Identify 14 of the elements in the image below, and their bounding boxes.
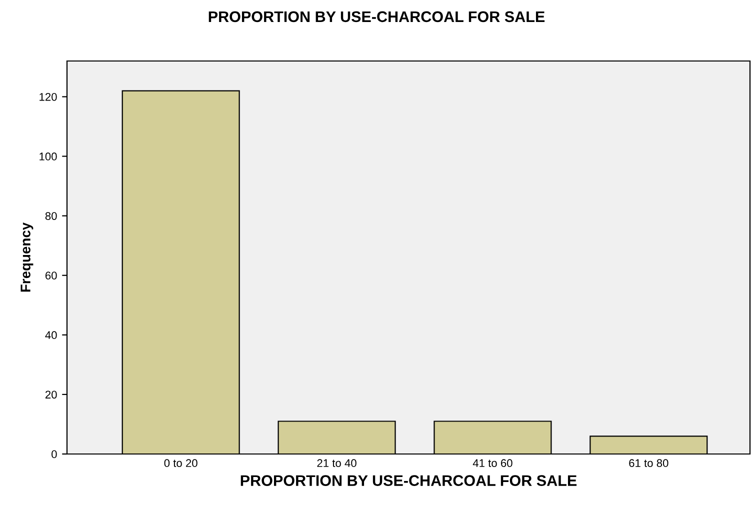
- y-tick-label: 0: [52, 450, 57, 458]
- x-tick-label: 21 to 40: [317, 459, 356, 468]
- y-tick-label: 100: [40, 152, 57, 160]
- y-tick-label: 40: [45, 331, 57, 340]
- y-tick-label: 120: [40, 92, 57, 101]
- x-tick-label: 61 to 80: [629, 459, 668, 468]
- x-tick-label: 0 to 20: [164, 459, 198, 468]
- x-axis-title: PROPORTION BY USE-CHARCOAL FOR SALE: [240, 475, 577, 486]
- chart-title: PROPORTION BY USE-CHARCOAL FOR SALE: [208, 11, 545, 22]
- y-tick-label: 80: [45, 212, 57, 220]
- y-tick-label: 20: [45, 390, 57, 399]
- x-tick-label: 41 to 60: [472, 459, 512, 468]
- y-tick-label: 60: [45, 272, 57, 280]
- y-axis-title: Frequency: [20, 222, 34, 292]
